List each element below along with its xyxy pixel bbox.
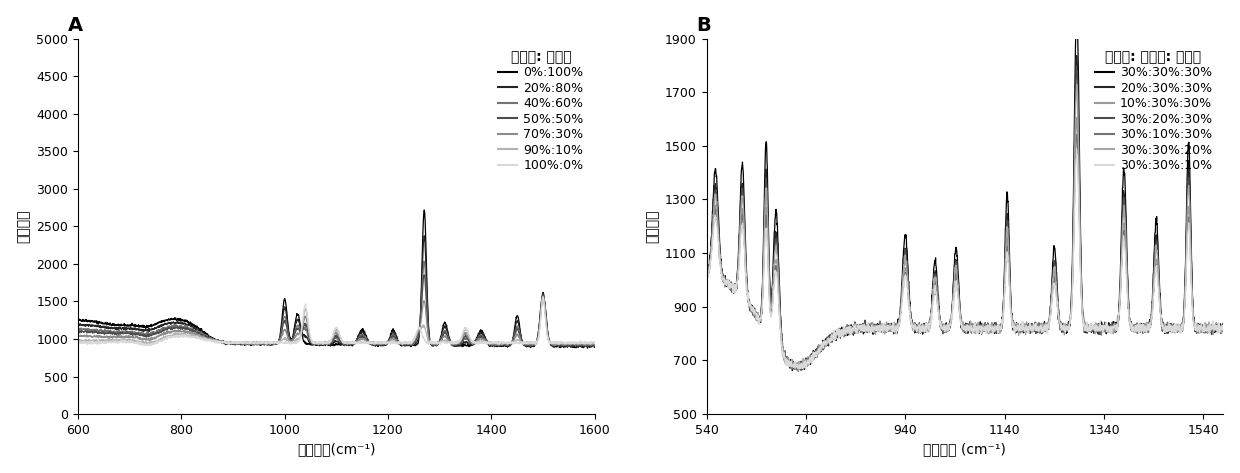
Y-axis label: 拉曼强度: 拉曼强度	[16, 210, 31, 243]
Y-axis label: 拉曼强度: 拉曼强度	[645, 210, 660, 243]
Text: A: A	[68, 16, 83, 35]
Legend: 0%:100%, 20%:80%, 40%:60%, 50%:50%, 70%:30%, 90%:10%, 100%:0%: 0%:100%, 20%:80%, 40%:60%, 50%:50%, 70%:…	[494, 45, 589, 177]
X-axis label: 拉曼位移(cm⁻¹): 拉曼位移(cm⁻¹)	[298, 442, 376, 456]
X-axis label: 拉曼位移 (cm⁻¹): 拉曼位移 (cm⁻¹)	[924, 442, 1007, 456]
Legend: 30%:30%:30%, 20%:30%:30%, 10%:30%:30%, 30%:20%:30%, 30%:10%:30%, 30%:30%:20%, 30: 30%:30%:30%, 20%:30%:30%, 10%:30%:30%, 3…	[1090, 45, 1218, 177]
Text: B: B	[696, 16, 711, 35]
